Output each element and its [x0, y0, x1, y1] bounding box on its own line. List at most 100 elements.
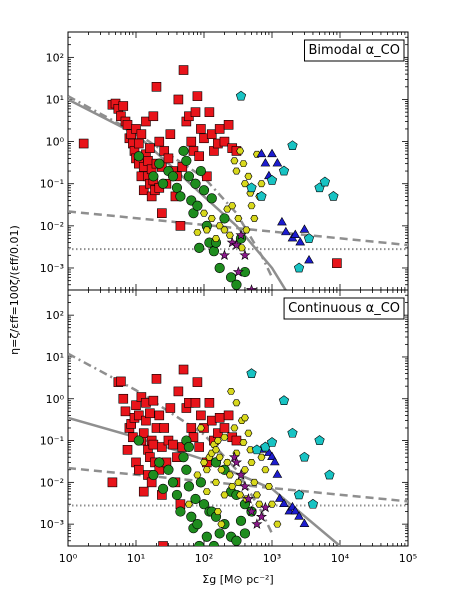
data-point-pentagon [287, 140, 298, 151]
data-point-square [134, 410, 144, 421]
data-point-circle [148, 469, 159, 481]
data-point-pentagon [293, 262, 305, 273]
data-point-hexagon [213, 437, 222, 444]
panel-title: Bimodal α_CO [309, 43, 401, 58]
data-point-circle [214, 262, 225, 274]
data-point-pentagon [246, 182, 257, 193]
data-point-triangle [274, 493, 285, 502]
data-point-circle [154, 158, 165, 169]
data-point-square [214, 124, 225, 134]
data-point-square [138, 185, 149, 196]
data-point-hexagon [212, 446, 220, 454]
data-point-circle [208, 246, 220, 257]
data-point-square [145, 452, 155, 462]
data-point-hexagon [193, 228, 202, 236]
x-axis-label: Σg [M⊙ pc⁻²] [202, 573, 273, 586]
data-point-square [120, 406, 131, 417]
model-line-dashdot [68, 95, 274, 278]
x-tick-label: 10⁴ [331, 552, 350, 565]
data-point-pentagon [319, 176, 331, 187]
data-point-triangle [294, 511, 304, 520]
data-point-hexagon [193, 471, 202, 479]
data-point-square [186, 136, 197, 147]
data-point-circle [175, 506, 186, 517]
data-point-hexagon [227, 387, 236, 395]
data-point-square [165, 403, 176, 413]
data-point-triangle [299, 518, 310, 527]
data-point-hexagon [250, 478, 259, 486]
data-point-circle [190, 178, 201, 189]
data-point-square [131, 124, 141, 134]
data-point-circle [231, 279, 242, 290]
data-point-hexagon [247, 202, 256, 210]
data-point-square [219, 423, 230, 433]
data-point-square [148, 111, 159, 122]
data-point-square [188, 146, 199, 156]
x-tick-label: 10⁰ [59, 552, 78, 565]
data-point-triangle [290, 505, 301, 515]
data-point-circle [175, 191, 186, 202]
data-point-circle [167, 477, 179, 488]
y-tick-label: 10⁰ [46, 393, 65, 406]
data-point-square [145, 408, 155, 419]
data-point-square [165, 129, 176, 139]
data-point-pentagon [235, 90, 247, 101]
axes-labels: Σg [M⊙ pc⁻²] η=ζ/εff=100ζ/(εff/0.01) [8, 225, 274, 586]
data-point-star [235, 469, 247, 480]
model-line-dashed [68, 210, 408, 247]
data-point-circle [225, 272, 237, 283]
data-point-hexagon [217, 466, 226, 474]
data-point-triangle [279, 498, 289, 508]
x-tick-label: 10² [195, 552, 213, 565]
data-point-hexagon [212, 235, 220, 242]
data-point-circle [201, 531, 212, 542]
data-point-square [154, 136, 165, 147]
data-point-circle [206, 193, 217, 204]
data-point-hexagon [264, 482, 273, 490]
data-point-pentagon [324, 469, 335, 480]
panel-title-box [283, 297, 405, 320]
data-point-pentagon [266, 437, 278, 447]
data-point-triangle [260, 158, 271, 167]
data-point-square [178, 65, 189, 75]
data-point-square [138, 428, 149, 438]
data-point-square [204, 107, 215, 117]
data-point-star [232, 266, 244, 277]
y-tick-label: 10¹ [46, 93, 64, 106]
data-point-hexagon [223, 458, 232, 466]
data-point-square [206, 129, 217, 139]
panel-title-box [304, 39, 405, 62]
data-point-star [226, 236, 238, 248]
data-point-triangle [272, 469, 283, 478]
data-point-star [218, 249, 231, 261]
data-point-square [190, 398, 201, 408]
data-point-circle [198, 499, 210, 510]
data-point-circle [178, 452, 189, 463]
panel-top: 10⁻³ 10⁻² 10⁻¹ 10⁰ 10¹ 10² Bimodal α_CO [40, 31, 409, 291]
data-point-hexagon [225, 471, 234, 479]
data-point-pentagon [328, 191, 339, 201]
data-point-circle [208, 540, 220, 546]
x-tick-label: 10¹ [127, 552, 145, 565]
data-point-hexagon [230, 424, 239, 432]
data-point-hexagon [247, 458, 256, 466]
data-point-hexagon [200, 209, 208, 217]
data-point-pentagon [307, 498, 319, 509]
data-point-hexagon [217, 520, 226, 528]
data-point-hexagon [242, 226, 251, 234]
data-point-hexagon [202, 488, 211, 496]
plot-frame [67, 289, 409, 547]
data-point-triangle [299, 224, 310, 233]
data-point-square [194, 442, 205, 452]
data-point-circle [178, 145, 189, 157]
data-point-circle [133, 151, 144, 162]
data-point-circle [231, 535, 242, 546]
y-tick-label: 10⁻² [40, 220, 64, 233]
data-point-square [175, 221, 186, 231]
data-point-pentagon [246, 368, 257, 378]
data-point-pentagon [287, 427, 298, 438]
data-point-square [118, 393, 129, 404]
data-point-square [202, 171, 212, 182]
data-point-square [196, 410, 206, 421]
data-point-pentagon [256, 191, 267, 201]
